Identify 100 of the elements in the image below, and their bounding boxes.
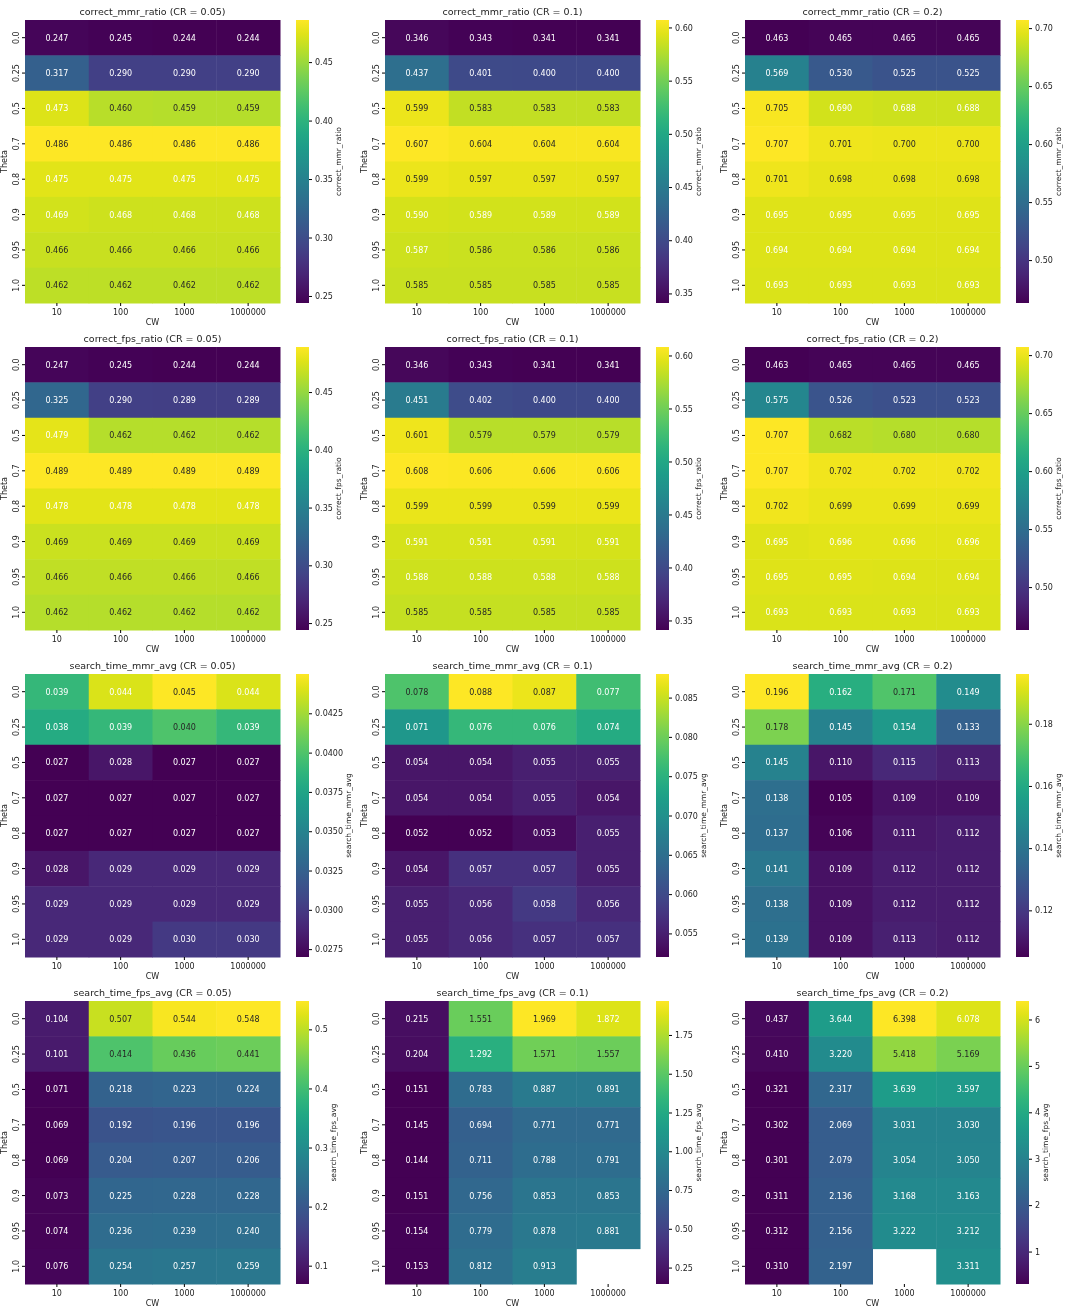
data-label: 0.111: [892, 829, 916, 839]
data-label: 0.507: [109, 1014, 133, 1024]
data-label: 0.887: [532, 1085, 556, 1095]
x-tick-label: 1000000: [230, 634, 266, 644]
color-bar-label: 0.45: [675, 510, 693, 520]
data-label: 0.462: [109, 281, 133, 291]
data-label: 0.057: [532, 935, 556, 945]
y-axis-title: Theta: [0, 149, 9, 174]
data-label: 0.290: [109, 396, 133, 406]
y-tick-label: 0.5: [372, 1083, 381, 1096]
data-label: 0.044: [109, 687, 133, 697]
data-label: 0.343: [469, 33, 493, 43]
data-label: 0.585: [405, 608, 429, 618]
color-bar-label: 0.30: [315, 233, 333, 243]
color-bar-label: 6: [1035, 1015, 1041, 1025]
data-label: 0.341: [596, 33, 620, 43]
data-label: 0.583: [469, 104, 493, 114]
data-label: 0.462: [172, 608, 196, 618]
data-label: 0.585: [596, 608, 620, 618]
color-bar-label: 1.00: [675, 1147, 693, 1157]
data-label: 0.112: [956, 829, 980, 839]
data-label: 0.586: [532, 245, 556, 255]
data-label: 0.028: [109, 758, 133, 768]
y-tick-label: 0.25: [732, 64, 741, 82]
data-label: 6.398: [892, 1014, 916, 1024]
color-bar-label: 0.1: [315, 1261, 328, 1271]
data-label: 0.601: [405, 431, 429, 441]
data-label: 0.680: [892, 431, 916, 441]
data-label: 0.606: [596, 466, 620, 476]
data-label: 0.145: [405, 1120, 429, 1130]
x-axis-title: CW: [865, 1299, 880, 1308]
data-label: 0.590: [405, 210, 429, 220]
x-tick-label: 10: [411, 634, 422, 644]
data-label: 0.311: [765, 1191, 789, 1201]
data-label: 0.056: [596, 899, 620, 909]
data-label: 0.133: [956, 723, 980, 733]
data-label: 0.112: [892, 864, 916, 874]
data-label: 0.244: [172, 360, 196, 370]
data-label: 0.247: [45, 33, 69, 43]
data-label: 0.694: [956, 572, 980, 582]
data-label: 0.466: [172, 245, 196, 255]
y-tick-label: 0.5: [732, 756, 741, 769]
y-tick-label: 0.25: [732, 1045, 741, 1063]
data-label: 0.462: [45, 281, 69, 291]
color-bar-label: 0.40: [315, 445, 333, 455]
y-tick-label: 0.95: [732, 241, 741, 259]
data-label: 0.437: [405, 69, 429, 79]
data-label: 0.701: [765, 175, 789, 185]
data-label: 0.878: [532, 1226, 556, 1236]
data-label: 0.346: [405, 33, 429, 43]
data-label: 0.466: [236, 245, 260, 255]
data-label: 0.027: [45, 829, 69, 839]
data-label: 3.163: [956, 1191, 980, 1201]
y-tick-label: 0.5: [732, 429, 741, 442]
x-axis-title: CW: [865, 318, 880, 327]
data-label: 0.599: [405, 502, 429, 512]
data-label: 0.215: [405, 1014, 429, 1024]
data-label: 0.694: [469, 1120, 493, 1130]
y-tick-label: 0.95: [732, 1222, 741, 1240]
data-label: 0.466: [172, 572, 196, 582]
data-label: 0.853: [596, 1191, 620, 1201]
y-tick-label: 0.25: [12, 391, 21, 409]
data-label: 0.027: [172, 793, 196, 803]
y-tick-label: 0.5: [372, 756, 381, 769]
data-label: 0.478: [236, 502, 260, 512]
data-label: 0.045: [172, 687, 196, 697]
x-tick-label: 10: [771, 961, 782, 971]
data-label: 0.029: [236, 899, 260, 909]
y-tick-label: 0.5: [372, 102, 381, 115]
data-label: 0.341: [596, 360, 620, 370]
data-label: 0.410: [765, 1050, 789, 1060]
color-bar-label: 0.35: [315, 503, 333, 513]
data-label: 0.139: [765, 935, 789, 945]
y-axis-title: Theta: [720, 1130, 729, 1155]
y-tick-label: 0.7: [12, 1118, 21, 1132]
color-bar-label: 0.0400: [315, 748, 343, 758]
data-label: 0.204: [405, 1050, 429, 1060]
y-tick-label: 1.0: [732, 932, 741, 946]
data-label: 1.571: [532, 1050, 556, 1060]
data-label: 0.680: [956, 431, 980, 441]
data-label: 0.700: [892, 139, 916, 149]
data-label: 0.465: [956, 33, 980, 43]
x-axis-title: CW: [865, 645, 880, 654]
data-label: 0.465: [892, 360, 916, 370]
data-label: 0.606: [469, 466, 493, 476]
data-label: 0.245: [109, 360, 133, 370]
data-label: 0.087: [532, 687, 556, 697]
color-bar-label: 0.55: [1035, 525, 1053, 535]
color-bar-label: 0.0425: [315, 709, 343, 719]
chart-title: correct_fps_ratio (CR = 0.05): [83, 333, 222, 344]
data-label: 0.695: [956, 210, 980, 220]
data-label: 3.597: [956, 1085, 980, 1095]
x-tick-label: 100: [472, 307, 489, 317]
data-label: 0.056: [469, 899, 493, 909]
data-label: 0.029: [172, 864, 196, 874]
data-label: 0.462: [172, 431, 196, 441]
y-tick-label: 0.9: [372, 208, 381, 221]
data-label: 0.076: [469, 723, 493, 733]
data-label: 0.475: [236, 175, 260, 185]
data-label: 0.341: [532, 33, 556, 43]
